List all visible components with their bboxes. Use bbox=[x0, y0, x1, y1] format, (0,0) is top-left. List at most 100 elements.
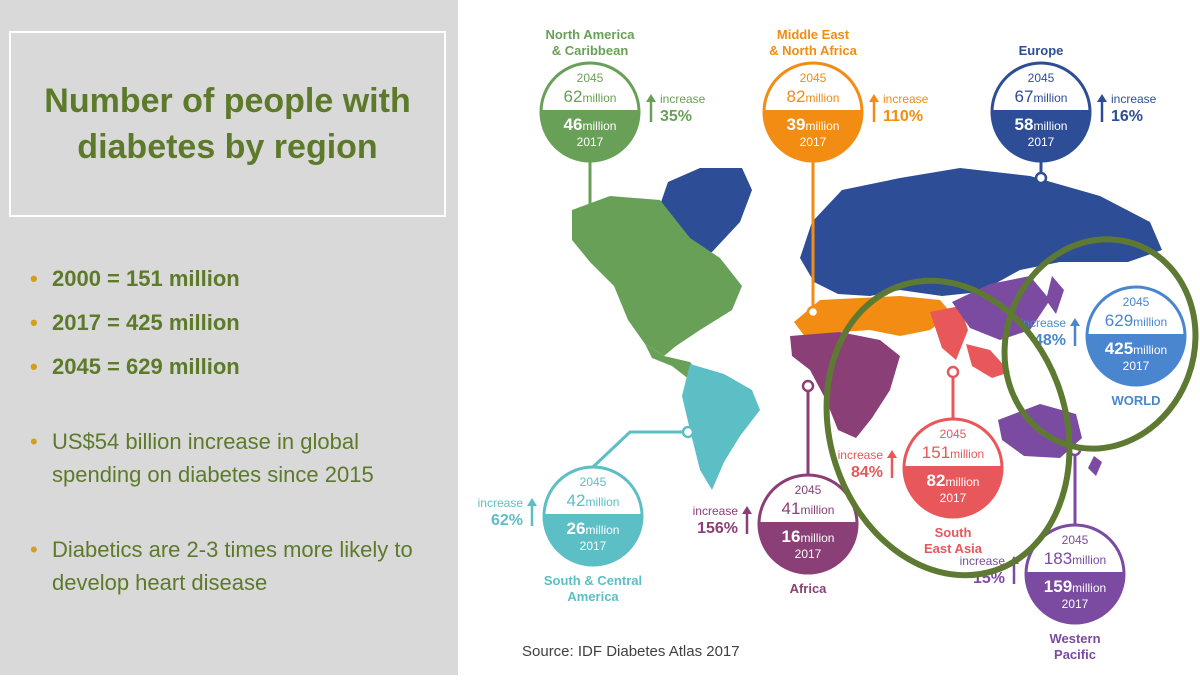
north-america-shape bbox=[572, 196, 742, 356]
south-east-asia-shape bbox=[966, 344, 1010, 378]
central-america-shape bbox=[645, 344, 700, 380]
increase-label: increase bbox=[1021, 316, 1067, 330]
bubble-ring bbox=[1024, 523, 1126, 625]
value-2045: 67million bbox=[1015, 87, 1068, 106]
region-name: Europe bbox=[1019, 43, 1064, 58]
bullet-2000: 2000 = 151 million bbox=[30, 262, 450, 295]
bullet-heart-disease: Diabetics are 2-3 times more likely to d… bbox=[30, 533, 450, 599]
value-2017: 46million bbox=[564, 115, 617, 134]
pin-dot-south-central-america bbox=[681, 425, 695, 439]
highlight-rings bbox=[823, 236, 1199, 579]
increase-label: increase bbox=[1111, 92, 1157, 106]
label-year-2017: 2017 bbox=[577, 135, 604, 149]
value-2017: 82million bbox=[927, 471, 980, 490]
label-year-2045: 2045 bbox=[1123, 295, 1150, 309]
increase-value: 48% bbox=[1034, 332, 1066, 349]
value-2017: 16million bbox=[782, 527, 835, 546]
region-name: Western bbox=[1049, 631, 1100, 646]
label-year-2045: 2045 bbox=[800, 71, 827, 85]
increase-value: 62% bbox=[491, 512, 523, 529]
region-name: & North Africa bbox=[769, 43, 857, 58]
region-name: WORLD bbox=[1111, 393, 1160, 408]
value-2017: 58million bbox=[1015, 115, 1068, 134]
increase-value: 110% bbox=[883, 108, 923, 125]
continents bbox=[572, 168, 1162, 490]
source-caption: Source: IDF Diabetes Atlas 2017 bbox=[522, 643, 740, 660]
label-year-2045: 2045 bbox=[577, 71, 604, 85]
value-2045: 41million bbox=[782, 499, 835, 518]
label-year-2017: 2017 bbox=[940, 491, 967, 505]
region-name: South & Central bbox=[544, 573, 642, 588]
bubble-ring bbox=[990, 61, 1092, 163]
bubble-ring bbox=[1085, 285, 1187, 387]
bullet-spending: US$54 billion increase in global spendin… bbox=[30, 425, 450, 491]
value-2017: 26million bbox=[567, 519, 620, 538]
value-2045: 82million bbox=[787, 87, 840, 106]
europe-shape bbox=[800, 168, 1162, 296]
region-name: America bbox=[567, 589, 619, 604]
region-name: Middle East bbox=[777, 27, 850, 42]
region-name: & Caribbean bbox=[552, 43, 629, 58]
label-year-2017: 2017 bbox=[795, 547, 822, 561]
value-2017: 425million bbox=[1105, 339, 1167, 358]
label-year-2017: 2017 bbox=[580, 539, 607, 553]
new-zealand-shape bbox=[1088, 456, 1102, 476]
page-title: Number of people with diabetes by region bbox=[44, 82, 411, 166]
connector-south-central-america bbox=[591, 430, 688, 469]
bubble-ring bbox=[902, 417, 1004, 519]
label-year-2017: 2017 bbox=[1123, 359, 1150, 373]
label-year-2045: 2045 bbox=[1028, 71, 1055, 85]
bubble-ring bbox=[539, 61, 641, 163]
pin-dot-south-east-asia bbox=[946, 365, 960, 379]
increase-arrowhead-icon bbox=[887, 450, 897, 458]
region-name: Africa bbox=[790, 581, 828, 596]
label-year-2045: 2045 bbox=[940, 427, 967, 441]
increase-arrowhead-icon bbox=[1070, 318, 1080, 326]
bubble-ring bbox=[762, 61, 864, 163]
increase-label: increase bbox=[883, 92, 929, 106]
bubble-ring bbox=[542, 465, 644, 567]
south-america-shape bbox=[682, 364, 760, 490]
bullet-2017: 2017 = 425 million bbox=[30, 306, 450, 339]
value-2045: 629million bbox=[1105, 311, 1167, 330]
africa-shape bbox=[790, 332, 900, 438]
pin-dot-europe bbox=[1034, 171, 1048, 185]
label-year-2045: 2045 bbox=[795, 483, 822, 497]
label-year-2017: 2017 bbox=[800, 135, 827, 149]
label-year-2017: 2017 bbox=[1062, 597, 1089, 611]
bubble-ring bbox=[757, 473, 859, 575]
value-2045: 62million bbox=[564, 87, 617, 106]
increase-arrowhead-icon bbox=[527, 498, 537, 506]
pin-dot-middle-east-north-africa bbox=[806, 305, 820, 319]
region-name: North America bbox=[545, 27, 635, 42]
bullet-2045: 2045 = 629 million bbox=[30, 350, 450, 383]
increase-label: increase bbox=[838, 448, 884, 462]
increase-value: 16% bbox=[1111, 108, 1143, 125]
region-bubbles: 204562million46million2017increase35%Nor… bbox=[478, 27, 1187, 662]
world-map-infographic: 204562million46million2017increase35%Nor… bbox=[478, 27, 1199, 662]
highlight-ring-world bbox=[1001, 236, 1199, 452]
increase-arrowhead-icon bbox=[742, 506, 752, 514]
label-year-2017: 2017 bbox=[1028, 135, 1055, 149]
highlight-ring-south-east-asia bbox=[823, 277, 1073, 579]
value-2045: 151million bbox=[922, 443, 984, 462]
increase-label: increase bbox=[693, 504, 739, 518]
title-box: Number of people with diabetes by region bbox=[9, 31, 446, 217]
region-name: East Asia bbox=[924, 541, 983, 556]
increase-arrowhead-icon bbox=[1097, 94, 1107, 102]
increase-arrowhead-icon bbox=[869, 94, 879, 102]
increase-label: increase bbox=[478, 496, 524, 510]
value-2045: 183million bbox=[1044, 549, 1106, 568]
value-2017: 39million bbox=[787, 115, 840, 134]
mena-shape bbox=[794, 296, 952, 338]
value-2045: 42million bbox=[567, 491, 620, 510]
pin-dot-africa bbox=[801, 379, 815, 393]
south-asia-shape bbox=[930, 306, 968, 360]
value-2017: 159million bbox=[1044, 577, 1106, 596]
